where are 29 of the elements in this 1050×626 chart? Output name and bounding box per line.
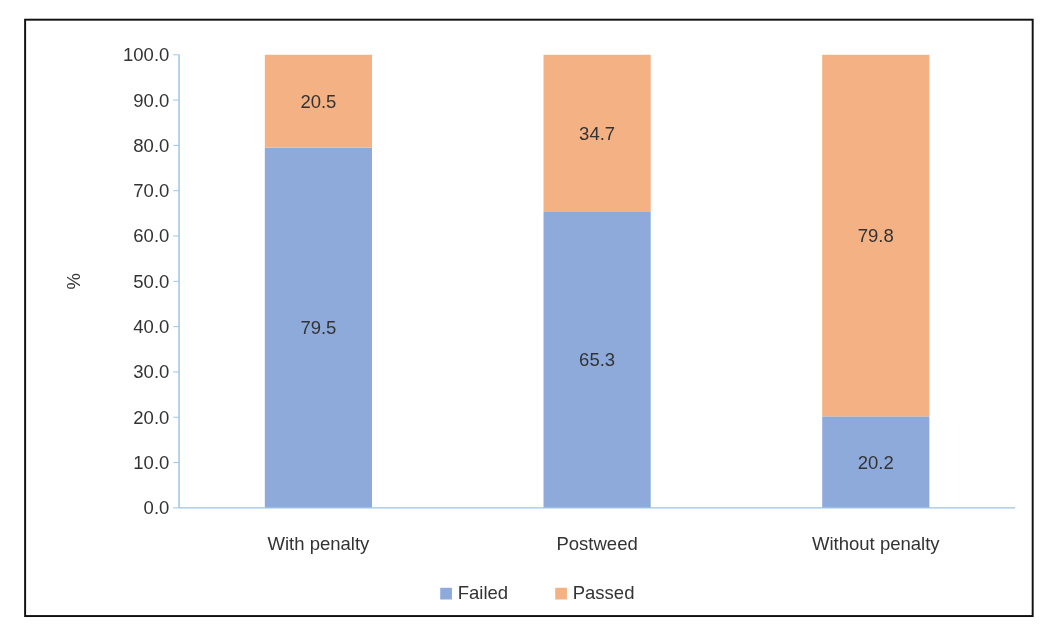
data-label: 20.2 xyxy=(857,451,894,473)
data-label: 65.3 xyxy=(579,349,616,371)
legend-label: Failed xyxy=(457,582,509,604)
bar xyxy=(543,54,651,212)
x-tick-label: Postweed xyxy=(556,532,638,554)
y-tick-label: 20.0 xyxy=(133,406,170,428)
y-tick-label: 10.0 xyxy=(133,452,170,474)
bar xyxy=(543,212,651,508)
bar xyxy=(264,147,373,508)
bar xyxy=(264,54,373,148)
x-tick-label: With penalty xyxy=(267,532,371,554)
y-tick-label: 0.0 xyxy=(143,497,170,519)
legend-label: Passed xyxy=(572,582,635,604)
y-axis-title: % xyxy=(62,273,84,290)
y-tick-label: 90.0 xyxy=(133,89,170,111)
y-tick-label: 40.0 xyxy=(133,316,170,338)
y-tick-label: 80.0 xyxy=(133,134,170,156)
bar xyxy=(822,416,930,508)
data-label: 79.5 xyxy=(300,317,337,339)
y-tick-label: 50.0 xyxy=(133,270,170,292)
data-label: 20.5 xyxy=(300,90,337,112)
data-label: 34.7 xyxy=(579,122,616,144)
y-tick-label: 70.0 xyxy=(133,180,170,202)
y-tick-label: 100.0 xyxy=(123,44,170,66)
y-tick-label: 30.0 xyxy=(133,361,170,383)
x-tick-label: Without penalty xyxy=(812,532,941,554)
data-label: 79.8 xyxy=(857,225,894,247)
bar xyxy=(822,54,930,417)
y-tick-label: 60.0 xyxy=(133,225,170,247)
